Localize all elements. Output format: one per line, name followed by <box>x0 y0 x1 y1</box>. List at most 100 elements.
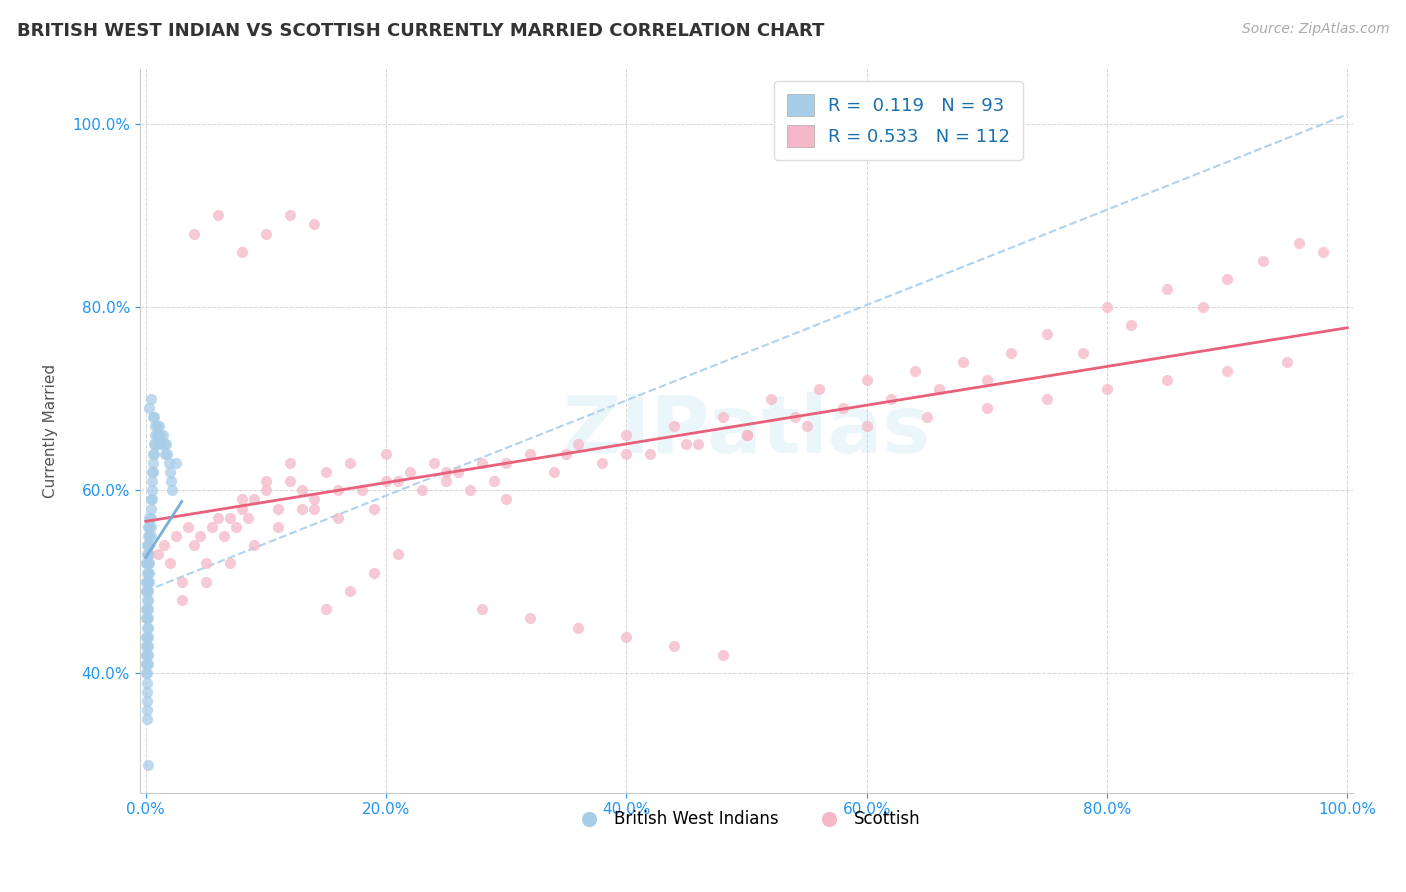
Point <box>141 483 163 498</box>
Point <box>138 538 160 552</box>
Point <box>135 574 157 589</box>
Point <box>1036 327 1059 342</box>
Point <box>904 364 927 378</box>
Point <box>136 593 159 607</box>
Point <box>471 456 494 470</box>
Point <box>664 419 686 434</box>
Point <box>855 419 877 434</box>
Point <box>135 611 157 625</box>
Point <box>291 483 314 498</box>
Point <box>141 465 163 479</box>
Point <box>495 456 517 470</box>
Point <box>146 547 169 561</box>
Point <box>640 446 662 460</box>
Point <box>136 657 159 672</box>
Point <box>143 437 166 451</box>
Point <box>243 538 266 552</box>
Point <box>136 639 159 653</box>
Point <box>156 446 179 460</box>
Point <box>136 611 159 625</box>
Point <box>136 574 159 589</box>
Point <box>165 529 187 543</box>
Point <box>267 520 290 534</box>
Point <box>225 520 247 534</box>
Point <box>783 409 806 424</box>
Point <box>363 501 385 516</box>
Point <box>142 409 165 424</box>
Point <box>350 483 373 498</box>
Point <box>165 456 187 470</box>
Point <box>447 465 470 479</box>
Point <box>363 566 385 580</box>
Point <box>143 437 166 451</box>
Point <box>145 428 167 442</box>
Point <box>807 382 830 396</box>
Point <box>1216 272 1239 286</box>
Point <box>616 630 638 644</box>
Point <box>567 437 589 451</box>
Point <box>143 446 166 460</box>
Point <box>555 446 578 460</box>
Point <box>664 639 686 653</box>
Point <box>212 529 235 543</box>
Point <box>136 602 159 616</box>
Point <box>135 630 157 644</box>
Point <box>139 520 162 534</box>
Point <box>143 428 166 442</box>
Point <box>136 621 159 635</box>
Point <box>796 419 818 434</box>
Point <box>170 593 193 607</box>
Point <box>411 483 433 498</box>
Point <box>207 208 229 222</box>
Point <box>146 428 169 442</box>
Point <box>170 574 193 589</box>
Point <box>136 584 159 599</box>
Point <box>387 474 409 488</box>
Point <box>183 227 205 241</box>
Point <box>138 401 160 415</box>
Point <box>1095 382 1118 396</box>
Point <box>152 437 174 451</box>
Point <box>278 456 301 470</box>
Text: ZIPatlas: ZIPatlas <box>562 392 931 469</box>
Point <box>142 446 165 460</box>
Point <box>141 474 163 488</box>
Point <box>136 593 159 607</box>
Point <box>1288 235 1310 250</box>
Point <box>139 492 162 507</box>
Point <box>152 428 174 442</box>
Point <box>194 574 217 589</box>
Point <box>153 446 176 460</box>
Point <box>139 510 162 524</box>
Point <box>831 401 853 415</box>
Point <box>136 547 159 561</box>
Point <box>145 419 167 434</box>
Point <box>136 666 159 681</box>
Point <box>138 520 160 534</box>
Point <box>278 474 301 488</box>
Point <box>194 557 217 571</box>
Point <box>976 373 998 387</box>
Point <box>136 712 159 726</box>
Point <box>139 392 162 406</box>
Point <box>231 501 253 516</box>
Point <box>1216 364 1239 378</box>
Point <box>136 657 159 672</box>
Point <box>136 538 159 552</box>
Point <box>155 437 177 451</box>
Point <box>135 639 157 653</box>
Point <box>482 474 505 488</box>
Point <box>1156 281 1178 295</box>
Point <box>142 465 165 479</box>
Point <box>177 520 200 534</box>
Point <box>231 244 253 259</box>
Point <box>136 758 159 772</box>
Point <box>315 465 337 479</box>
Point <box>141 492 163 507</box>
Point <box>135 648 157 662</box>
Point <box>519 446 541 460</box>
Point <box>326 510 349 524</box>
Point <box>218 557 240 571</box>
Point <box>136 694 159 708</box>
Point <box>135 666 157 681</box>
